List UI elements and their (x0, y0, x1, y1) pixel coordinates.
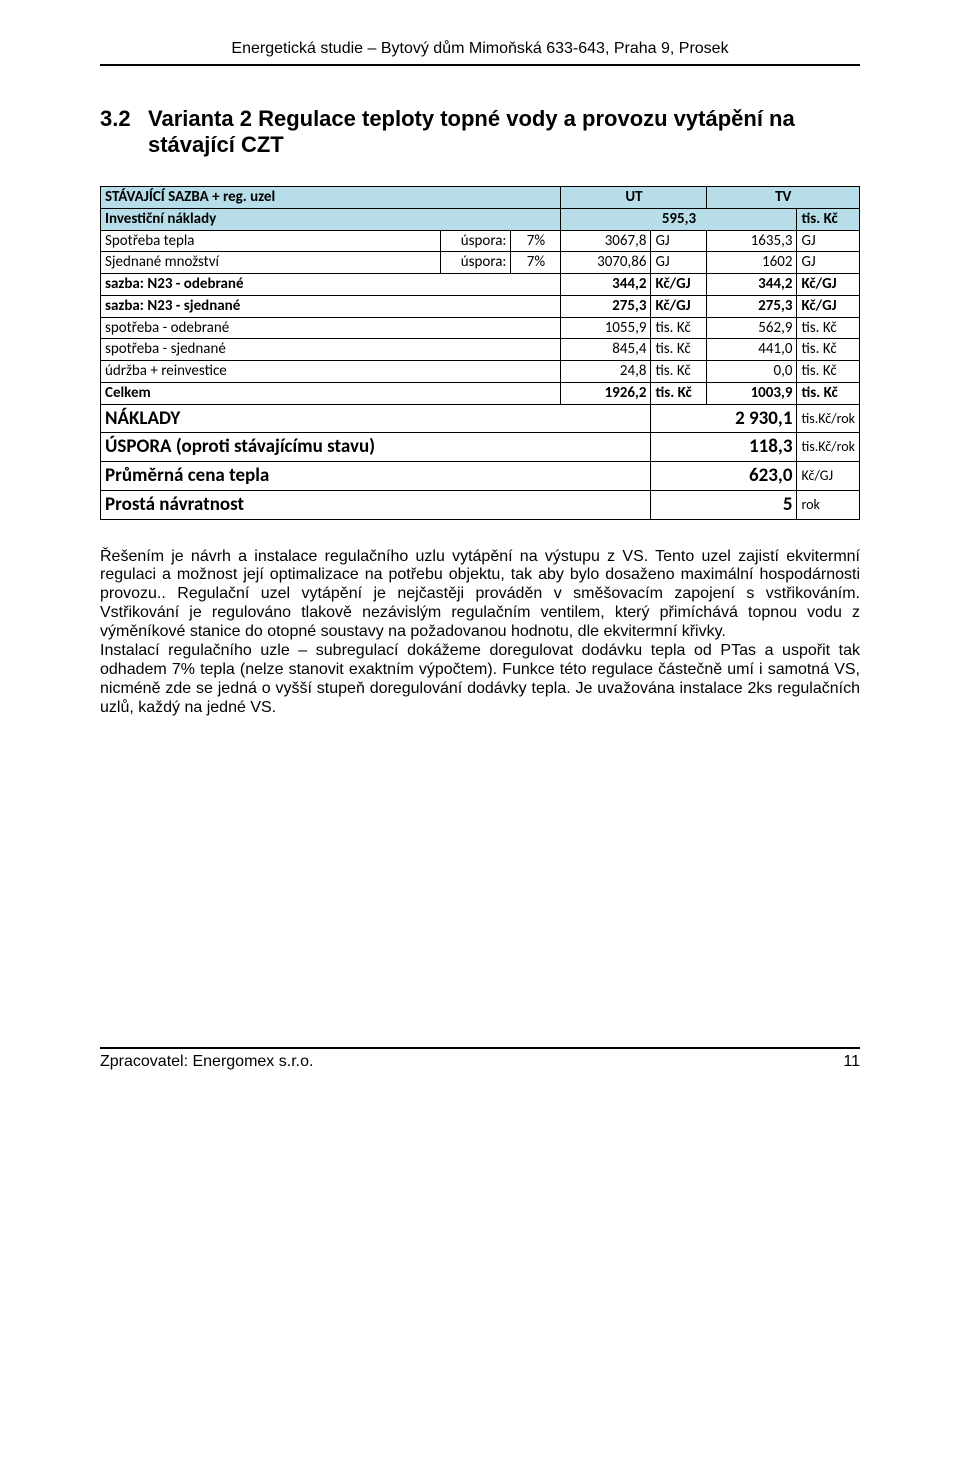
paragraph-1: Řešením je návrh a instalace regulačního… (100, 548, 860, 642)
summary-row-uspora: ÚSPORA (oproti stávajícímu stavu) 118,3 … (101, 433, 860, 462)
v2: 275,3 (707, 295, 797, 317)
v1: 1055,9 (561, 317, 651, 339)
value: 118,3 (651, 433, 797, 462)
u2: tis. Kč (797, 339, 860, 361)
table-row: údržba + reinvestice 24,8 tis. Kč 0,0 ti… (101, 361, 860, 383)
v1: 1926,2 (561, 382, 651, 404)
u2: GJ (797, 230, 860, 252)
v2: 1602 (707, 252, 797, 274)
v2: 344,2 (707, 274, 797, 296)
table-row: sazba: N23 - odebrané 344,2 Kč/GJ 344,2 … (101, 274, 860, 296)
pct: 7% (511, 230, 561, 252)
u2: GJ (797, 252, 860, 274)
row-label: spotřeba - odebrané (101, 317, 561, 339)
unit: tis.Kč/rok (797, 433, 860, 462)
u2: tis. Kč (797, 361, 860, 383)
row-label: Sjednané množství (101, 252, 441, 274)
value: 623,0 (651, 462, 797, 491)
ratio-label: úspora: (441, 230, 511, 252)
summary-table: STÁVAJÍCÍ SAZBA + reg. uzel UT TV Invest… (100, 186, 860, 520)
v1: 344,2 (561, 274, 651, 296)
row-label: ÚSPORA (oproti stávajícímu stavu) (101, 433, 651, 462)
table-row-total: Celkem 1926,2 tis. Kč 1003,9 tis. Kč (101, 382, 860, 404)
value: 5 (651, 490, 797, 519)
table-row: Spotřeba tepla úspora: 7% 3067,8 GJ 1635… (101, 230, 860, 252)
u1: tis. Kč (651, 361, 707, 383)
u1: GJ (651, 252, 707, 274)
header-rule (100, 64, 860, 66)
table-row: sazba: N23 - sjednané 275,3 Kč/GJ 275,3 … (101, 295, 860, 317)
paragraph-2: Instalací regulačního uzle – subregulací… (100, 642, 860, 718)
header-col-ut: UT (561, 187, 707, 209)
unit: tis.Kč/rok (797, 404, 860, 433)
v1: 845,4 (561, 339, 651, 361)
row-label: NÁKLADY (101, 404, 651, 433)
summary-row-navratnost: Prostá návratnost 5 rok (101, 490, 860, 519)
row-label: Prostá návratnost (101, 490, 651, 519)
row-label: spotřeba - sjednané (101, 339, 561, 361)
section-heading: 3.2 Varianta 2 Regulace teploty topné vo… (100, 106, 860, 158)
v2: 0,0 (707, 361, 797, 383)
header-label: STÁVAJÍCÍ SAZBA + reg. uzel (101, 187, 561, 209)
section-number: 3.2 (100, 106, 148, 158)
table-row: spotřeba - odebrané 1055,9 tis. Kč 562,9… (101, 317, 860, 339)
u1: tis. Kč (651, 317, 707, 339)
ratio-label: úspora: (441, 252, 511, 274)
u1: Kč/GJ (651, 295, 707, 317)
row-label: údržba + reinvestice (101, 361, 561, 383)
unit: rok (797, 490, 860, 519)
v2: 1635,3 (707, 230, 797, 252)
unit: Kč/GJ (797, 462, 860, 491)
table-row: spotřeba - sjednané 845,4 tis. Kč 441,0 … (101, 339, 860, 361)
document-title: Energetická studie – Bytový dům Mimoňská… (231, 40, 728, 57)
u2: tis. Kč (797, 382, 860, 404)
invest-label: Investiční náklady (101, 208, 561, 230)
row-label: Celkem (101, 382, 561, 404)
u1: GJ (651, 230, 707, 252)
summary-row-naklady: NÁKLADY 2 930,1 tis.Kč/rok (101, 404, 860, 433)
row-label: sazba: N23 - sjednané (101, 295, 561, 317)
u2: tis. Kč (797, 317, 860, 339)
invest-row: Investiční náklady 595,3 tis. Kč (101, 208, 860, 230)
v2: 562,9 (707, 317, 797, 339)
body-text: Řešením je návrh a instalace regulačního… (100, 548, 860, 718)
value: 2 930,1 (651, 404, 797, 433)
v1: 24,8 (561, 361, 651, 383)
page-number: 11 (843, 1053, 860, 1071)
u1: tis. Kč (651, 382, 707, 404)
pct: 7% (511, 252, 561, 274)
summary-row-prumerna: Průměrná cena tepla 623,0 Kč/GJ (101, 462, 860, 491)
footer-author: Zpracovatel: Energomex s.r.o. (100, 1053, 313, 1071)
document-header: Energetická studie – Bytový dům Mimoňská… (100, 40, 860, 64)
section-title-text: Varianta 2 Regulace teploty topné vody a… (148, 106, 860, 158)
v2: 1003,9 (707, 382, 797, 404)
invest-unit: tis. Kč (797, 208, 860, 230)
table-row: Sjednané množství úspora: 7% 3070,86 GJ … (101, 252, 860, 274)
row-label: Průměrná cena tepla (101, 462, 651, 491)
row-label: Spotřeba tepla (101, 230, 441, 252)
u1: Kč/GJ (651, 274, 707, 296)
v1: 3070,86 (561, 252, 651, 274)
table-header-row: STÁVAJÍCÍ SAZBA + reg. uzel UT TV (101, 187, 860, 209)
u2: Kč/GJ (797, 295, 860, 317)
u1: tis. Kč (651, 339, 707, 361)
v1: 3067,8 (561, 230, 651, 252)
u2: Kč/GJ (797, 274, 860, 296)
row-label: sazba: N23 - odebrané (101, 274, 561, 296)
header-col-tv: TV (707, 187, 860, 209)
v2: 441,0 (707, 339, 797, 361)
v1: 275,3 (561, 295, 651, 317)
invest-value: 595,3 (561, 208, 797, 230)
